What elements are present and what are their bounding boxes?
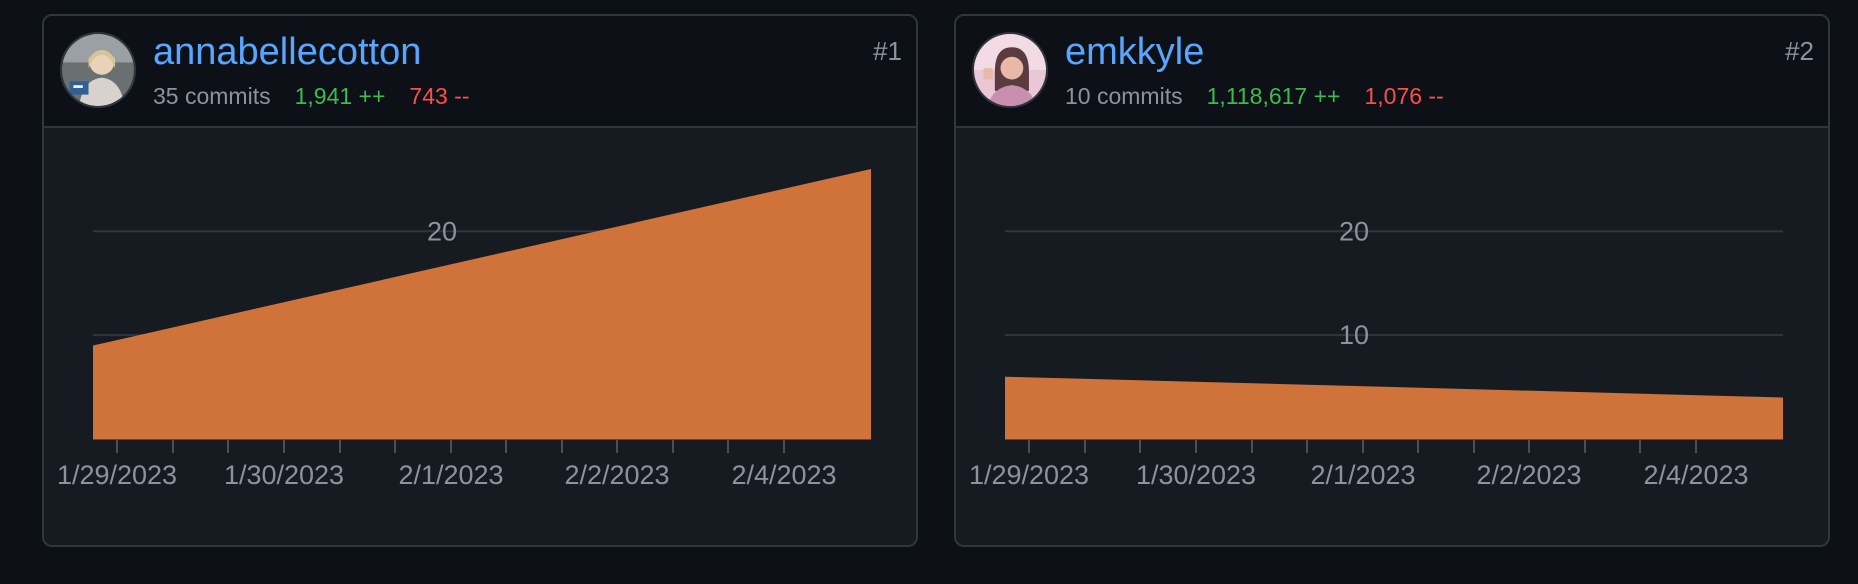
x-tick-label: 2/2/2023 — [1476, 460, 1581, 490]
contributor-stats: 10 commits 1,118,617 ++ 1,076 -- — [1065, 82, 1444, 110]
x-tick-label: 2/4/2023 — [1643, 460, 1748, 490]
x-tick-label: 2/1/2023 — [1310, 460, 1415, 490]
contributor-stats: 35 commits 1,941 ++ 743 -- — [153, 82, 470, 110]
deletions-count: 1,076 -- — [1364, 83, 1444, 109]
contributor-username-link[interactable]: annabellecotton — [153, 31, 422, 73]
x-tick-label: 2/1/2023 — [398, 460, 503, 490]
contributor-username-link[interactable]: emkkyle — [1065, 31, 1205, 73]
contribution-area-chart: 20 10 1/29/2023 1/30/2023 2/1/2023 2/2/2023 2/… — [969, 216, 1783, 490]
x-tick-label: 1/30/2023 — [224, 460, 344, 490]
commit-count-link[interactable]: 10 commits — [1065, 83, 1183, 109]
x-tick-label: 2/4/2023 — [731, 460, 836, 490]
user-avatar-icon[interactable] — [972, 32, 1048, 108]
y-tick-label: 10 — [1339, 320, 1369, 350]
area-series — [1005, 376, 1783, 439]
additions-count: 1,118,617 ++ — [1206, 83, 1341, 109]
deletions-count: 743 -- — [409, 83, 470, 109]
area-series — [93, 169, 871, 439]
contributor-card: emkkyle 10 commits 1,118,617 ++ 1,076 -- #… — [954, 14, 1830, 547]
x-tick-label: 2/2/2023 — [564, 460, 669, 490]
commit-count-link[interactable]: 35 commits — [153, 83, 271, 109]
user-avatar-icon[interactable] — [60, 32, 136, 108]
contributor-rank: #2 — [1785, 36, 1814, 66]
card-header: emkkyle 10 commits 1,118,617 ++ 1,076 -- #… — [956, 16, 1828, 128]
card-header: annabellecotton 35 commits 1,941 ++ 743 --… — [44, 16, 916, 128]
contribution-area-chart: 20 1/29/2023 1/30/2023 2/1/2023 2/2/2023 2/4/… — [57, 169, 871, 490]
x-tick-label: 1/29/2023 — [969, 460, 1089, 490]
y-tick-label: 20 — [1339, 216, 1369, 246]
additions-count: 1,941 ++ — [294, 83, 386, 109]
contributor-rank: #1 — [873, 36, 902, 66]
x-tick-label: 1/29/2023 — [57, 460, 177, 490]
contributor-card: annabellecotton 35 commits 1,941 ++ 743 --… — [42, 14, 918, 547]
y-tick-label: 20 — [427, 216, 457, 246]
x-tick-label: 1/30/2023 — [1136, 460, 1256, 490]
